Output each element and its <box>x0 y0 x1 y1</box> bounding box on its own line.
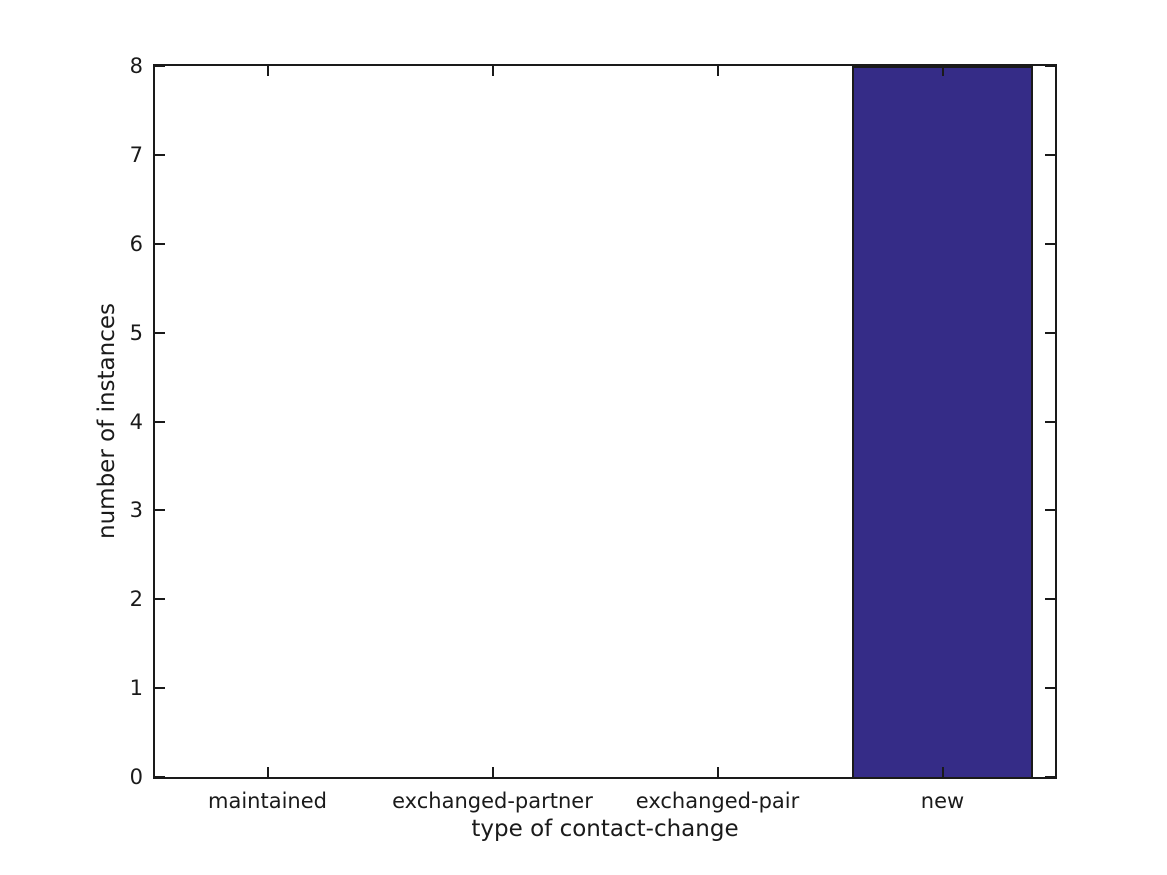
y-tick-label: 0 <box>129 765 143 789</box>
x-tick-bottom <box>266 767 269 777</box>
plot-area <box>153 64 1057 779</box>
y-tick-left <box>155 598 165 601</box>
x-tick-top <box>716 66 719 76</box>
y-tick-label: 6 <box>129 231 143 256</box>
x-tick-bottom <box>491 767 494 777</box>
y-tick-left <box>155 776 165 778</box>
y-tick-label: 8 <box>129 54 143 78</box>
x-tick-label: exchanged-partner <box>392 789 593 813</box>
x-tick-label: exchanged-pair <box>635 789 800 813</box>
x-tick-bottom <box>716 767 719 777</box>
y-tick-right <box>1045 420 1055 423</box>
y-tick-left <box>155 420 165 423</box>
y-tick-label: 2 <box>129 587 143 612</box>
y-tick-left <box>155 242 165 245</box>
y-tick-left <box>155 509 165 512</box>
y-tick-left <box>155 65 165 67</box>
y-tick-left <box>155 331 165 334</box>
y-tick-right <box>1045 153 1055 156</box>
bar-new <box>852 66 1033 777</box>
y-tick-label: 5 <box>129 320 143 345</box>
y-tick-left <box>155 153 165 156</box>
x-tick-top <box>491 66 494 76</box>
y-tick-label: 4 <box>129 409 143 434</box>
x-tick-label: maintained <box>208 789 327 813</box>
y-tick-label: 7 <box>129 142 143 167</box>
y-tick-left <box>155 687 165 690</box>
x-tick-bottom <box>941 767 944 777</box>
y-tick-right <box>1045 687 1055 690</box>
x-tick-top <box>266 66 269 76</box>
y-tick-right <box>1045 598 1055 601</box>
x-axis-title: type of contact-change <box>471 816 739 842</box>
x-tick-label: new <box>920 789 965 813</box>
y-tick-right <box>1045 776 1055 778</box>
y-tick-label: 3 <box>129 498 143 523</box>
y-tick-right <box>1045 331 1055 334</box>
y-tick-label: 1 <box>129 676 143 701</box>
y-tick-right <box>1045 65 1055 67</box>
y-tick-right <box>1045 509 1055 512</box>
x-tick-top <box>941 66 944 76</box>
y-tick-right <box>1045 242 1055 245</box>
